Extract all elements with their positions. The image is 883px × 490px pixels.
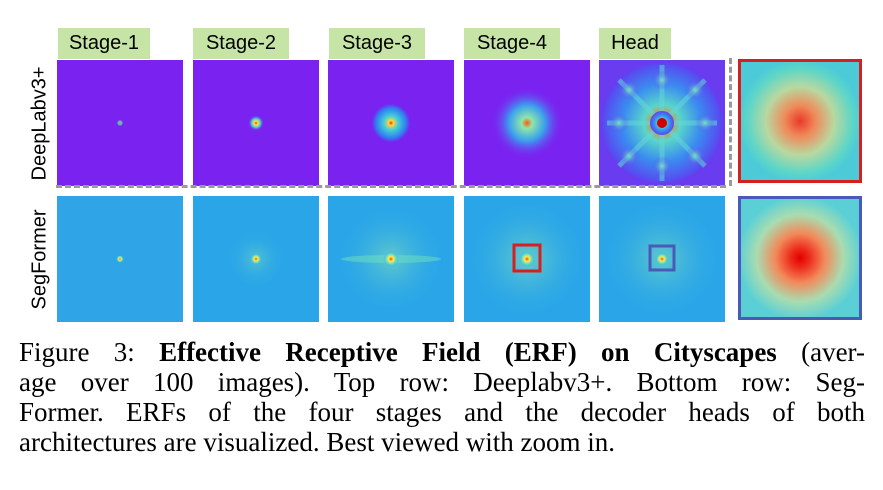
deeplab-row-label-text: DeepLabv3+	[28, 66, 51, 180]
caption-line-1: Figure 3: Effective Receptive Field (ERF…	[19, 337, 865, 367]
segformer-stage-3-erf	[328, 196, 454, 322]
segformer-stage-1-erf	[57, 196, 183, 322]
stage-4-label: Stage-4	[464, 28, 560, 59]
segformer-zoomed-erf	[738, 196, 862, 320]
deeplab-stage-2-erf	[193, 60, 319, 186]
row-separator	[56, 185, 726, 188]
caption-line-2: age over 100 images). Top row: Deeplabv3…	[19, 367, 865, 397]
figure-caption: Figure 3: Effective Receptive Field (ERF…	[19, 337, 865, 457]
zoom-separator	[729, 58, 732, 186]
caption-figure-number: Figure 3:	[19, 337, 160, 367]
segformer-row-label-text: SegFormer	[28, 208, 51, 310]
caption-line-3: Former. ERFs of the four stages and the …	[19, 397, 865, 427]
segformer-head-erf	[599, 196, 725, 322]
deeplab-row-label: DeepLabv3+	[26, 60, 54, 186]
deeplab-head-erf	[599, 60, 725, 186]
stage-3-label: Stage-3	[329, 28, 425, 59]
segformer-stage-4-erf	[464, 196, 590, 322]
deeplab-zoomed-erf	[738, 59, 862, 183]
segformer-row-label: SegFormer	[26, 196, 54, 322]
stage-1-label: Stage-1	[58, 28, 150, 59]
deeplab-stage-1-erf	[57, 60, 183, 186]
deeplab-stage-3-erf	[328, 60, 454, 186]
caption-line-4: architectures are visualized. Best viewe…	[19, 427, 616, 457]
stage-2-label: Stage-2	[193, 28, 289, 59]
deeplab-stage-4-erf	[464, 60, 590, 186]
caption-line-1-suffix: (aver-	[776, 337, 865, 367]
head-label: Head	[599, 28, 671, 59]
caption-title: Effective Receptive Field (ERF) on Citys…	[159, 337, 777, 367]
segformer-stage-2-erf	[193, 196, 319, 322]
